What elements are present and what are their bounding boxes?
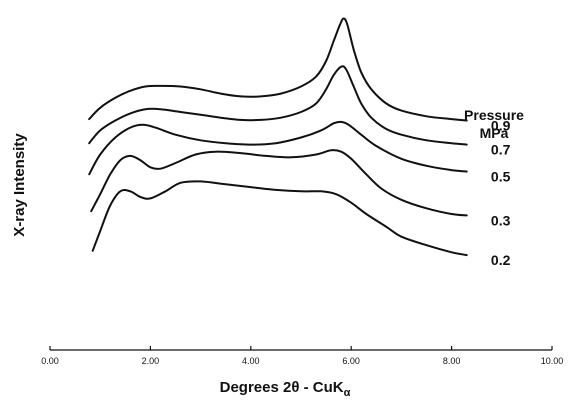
series-curve-0-7 xyxy=(88,65,468,146)
x-tick-label: 8.00 xyxy=(443,356,461,366)
x-axis-title-main: Degrees 2θ - CuK xyxy=(220,379,344,396)
series-curve-0-2 xyxy=(91,180,468,257)
series-curve-0-9 xyxy=(88,17,468,122)
x-ticks: 0.00 2.00 4.00 6.00 8.00 10.00 xyxy=(41,346,563,366)
y-axis-title: X-ray Intensity xyxy=(11,133,28,237)
x-tick-label: 4.00 xyxy=(242,356,260,366)
series-label-0-7: 0.7 xyxy=(491,142,511,158)
series-label-0-3: 0.3 xyxy=(491,212,511,228)
series-labels: 0.9 0.7 0.5 0.3 0.2 xyxy=(491,118,511,269)
series-curves xyxy=(88,17,468,257)
x-axis-title: Degrees 2θ - CuKα xyxy=(220,379,351,399)
x-tick-label: 2.00 xyxy=(142,356,160,366)
legend-title-line-2: MPa xyxy=(480,125,509,141)
x-tick-label: 0.00 xyxy=(41,356,59,366)
series-curve-0-3 xyxy=(90,149,468,217)
x-axis-title-subscript: α xyxy=(344,387,351,399)
x-tick-label: 6.00 xyxy=(342,356,360,366)
series-label-0-9: 0.9 xyxy=(491,118,511,134)
series-label-0-5: 0.5 xyxy=(491,169,511,185)
series-curve-0-5 xyxy=(88,120,468,176)
series-label-0-2: 0.2 xyxy=(491,252,511,268)
x-tick-label: 10.00 xyxy=(541,356,564,366)
legend-title-line-1: Pressure xyxy=(464,107,524,123)
